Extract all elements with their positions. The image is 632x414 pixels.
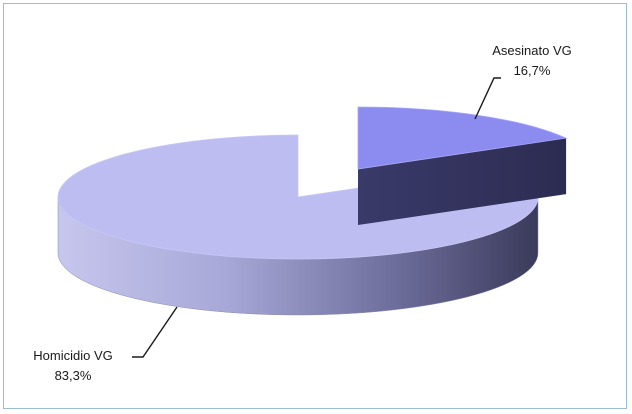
slice-wall-0 <box>358 138 567 225</box>
leader-line-homicidio <box>132 306 178 358</box>
slice-value-asesinato: 16,7% <box>514 63 551 78</box>
pie-slices <box>57 106 568 316</box>
slice-label-homicidio: Homicidio VG <box>33 348 112 363</box>
slice-top-1 <box>57 134 539 260</box>
slice-top-0 <box>357 106 568 170</box>
leader-line-asesinato <box>474 77 501 120</box>
slice-value-homicidio: 83,3% <box>55 368 92 383</box>
slice-label-asesinato: Asesinato VG <box>492 43 572 58</box>
